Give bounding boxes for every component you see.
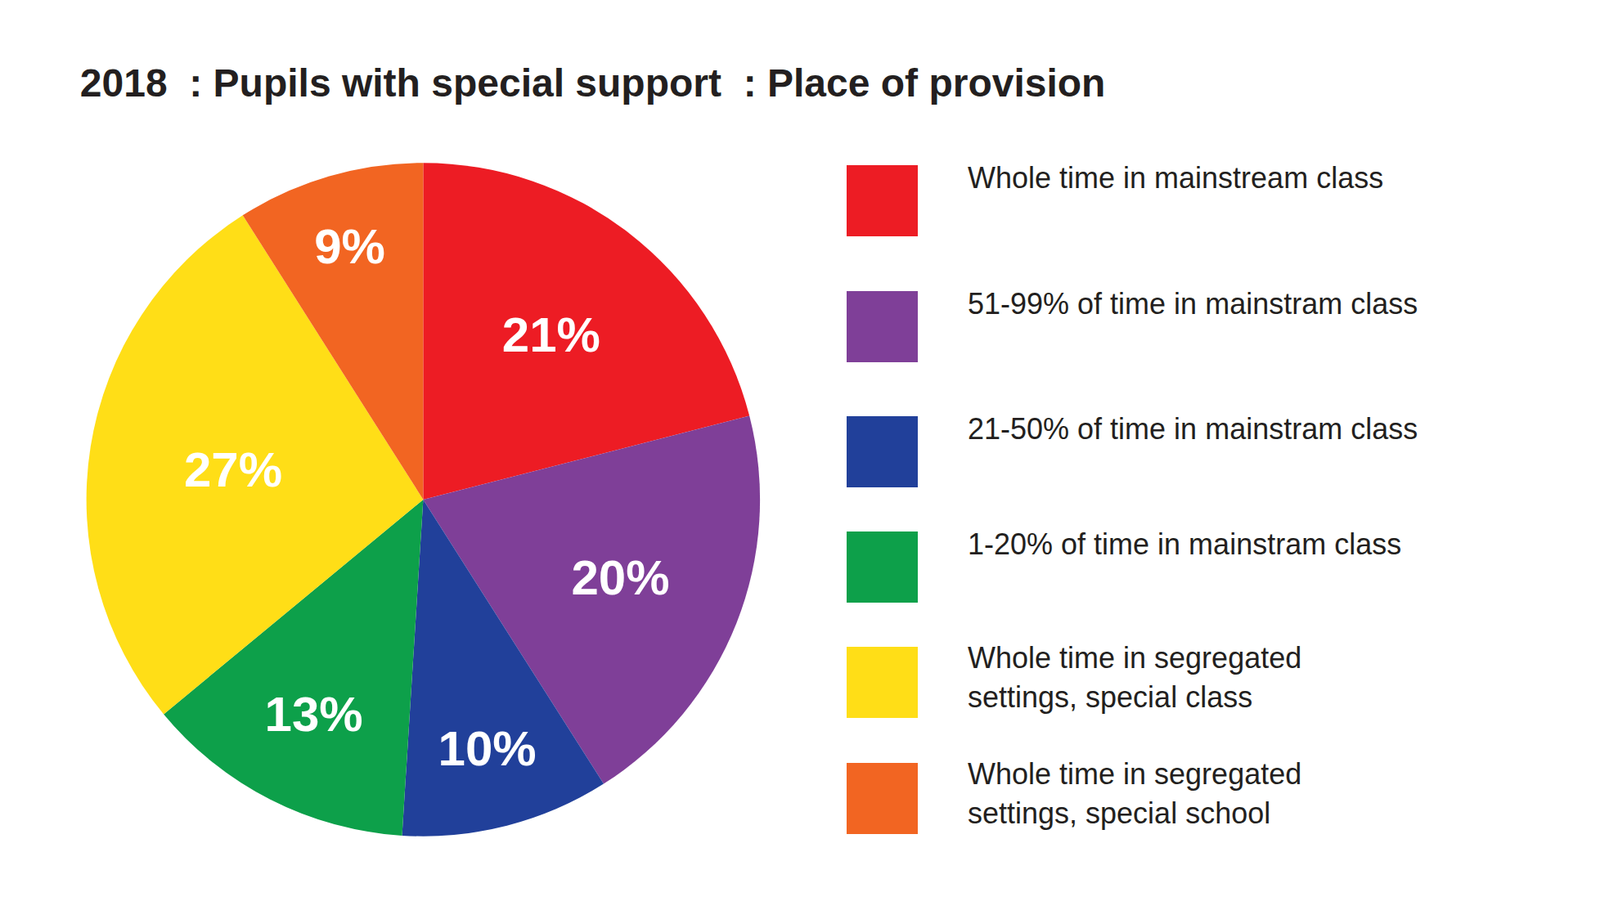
- html-text:settings, special class: settings, special class: [967, 680, 1253, 715]
- html-text:Whole time in segregated: Whole time in segregated: [967, 641, 1302, 675]
- svg-text:27%: 27%: [184, 442, 283, 498]
- html-text:1-20% of time in mainstram cla: 1-20% of time in mainstram class: [967, 527, 1402, 562]
- html-text:21-50% of time in mainstram cl: 21-50% of time in mainstram class: [967, 412, 1418, 446]
- html-text:settings, special school: settings, special school: [967, 796, 1271, 831]
- svg-text:2018 : Pupils with special su: 2018 : Pupils with special support : Pla…: [80, 61, 1106, 105]
- svg-text:13%: 13%: [265, 687, 364, 742]
- html-text:Whole time in mainstream class: Whole time in mainstream class: [967, 161, 1384, 195]
- html-text:51-99% of time in mainstram cl: 51-99% of time in mainstram class: [967, 287, 1418, 321]
- svg-text:9%: 9%: [314, 219, 386, 275]
- html-text:Whole time in segregated: Whole time in segregated: [967, 757, 1302, 792]
- svg-text:20%: 20%: [570, 550, 670, 606]
- svg-text:10%: 10%: [438, 721, 537, 777]
- svg-text:21%: 21%: [502, 307, 601, 363]
